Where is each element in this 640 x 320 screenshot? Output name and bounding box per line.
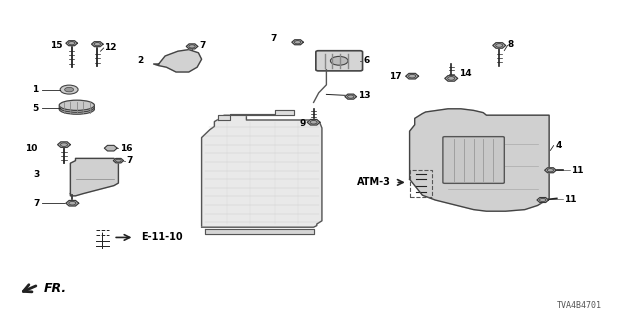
Text: 7: 7: [200, 41, 206, 50]
FancyBboxPatch shape: [316, 51, 362, 71]
Text: 6: 6: [364, 56, 370, 65]
Text: 14: 14: [460, 69, 472, 78]
Text: FR.: FR.: [44, 282, 67, 295]
Polygon shape: [58, 142, 70, 148]
Text: 7: 7: [127, 156, 133, 165]
Text: 16: 16: [120, 144, 132, 153]
Text: 15: 15: [50, 41, 63, 50]
Polygon shape: [493, 43, 506, 48]
Text: 5: 5: [32, 104, 38, 113]
Polygon shape: [104, 145, 117, 151]
Text: 7: 7: [270, 34, 276, 43]
Text: 9: 9: [300, 119, 306, 128]
Polygon shape: [205, 229, 314, 234]
Ellipse shape: [59, 100, 95, 110]
Text: TVA4B4701: TVA4B4701: [557, 301, 602, 310]
Text: 11: 11: [564, 195, 577, 204]
Text: 2: 2: [138, 56, 144, 65]
Circle shape: [65, 87, 74, 92]
Text: 7: 7: [33, 199, 40, 208]
Text: E-11-10: E-11-10: [141, 232, 182, 243]
Polygon shape: [292, 40, 303, 45]
Polygon shape: [406, 73, 419, 79]
Text: ATM-3: ATM-3: [356, 177, 390, 188]
Ellipse shape: [59, 102, 95, 112]
Bar: [410, 170, 432, 197]
Ellipse shape: [59, 104, 95, 114]
Polygon shape: [218, 110, 294, 120]
Text: 12: 12: [104, 44, 116, 52]
Circle shape: [330, 56, 348, 65]
Polygon shape: [345, 94, 356, 99]
Polygon shape: [154, 50, 202, 72]
Text: 8: 8: [508, 40, 514, 49]
Polygon shape: [70, 158, 118, 196]
Polygon shape: [307, 119, 320, 125]
Polygon shape: [537, 197, 548, 203]
Text: 3: 3: [33, 170, 40, 179]
Polygon shape: [66, 200, 79, 206]
Polygon shape: [66, 41, 77, 46]
Polygon shape: [202, 115, 322, 227]
Polygon shape: [92, 42, 103, 47]
Circle shape: [60, 85, 78, 94]
Polygon shape: [545, 168, 556, 173]
Text: 17: 17: [389, 72, 402, 81]
Text: 13: 13: [358, 92, 371, 100]
Polygon shape: [445, 76, 458, 81]
Text: 4: 4: [556, 141, 562, 150]
Text: 11: 11: [571, 166, 584, 175]
Polygon shape: [410, 109, 549, 211]
Text: 1: 1: [32, 85, 38, 94]
FancyBboxPatch shape: [443, 137, 504, 183]
Polygon shape: [113, 158, 124, 163]
Text: 10: 10: [25, 144, 37, 153]
Polygon shape: [186, 44, 198, 49]
